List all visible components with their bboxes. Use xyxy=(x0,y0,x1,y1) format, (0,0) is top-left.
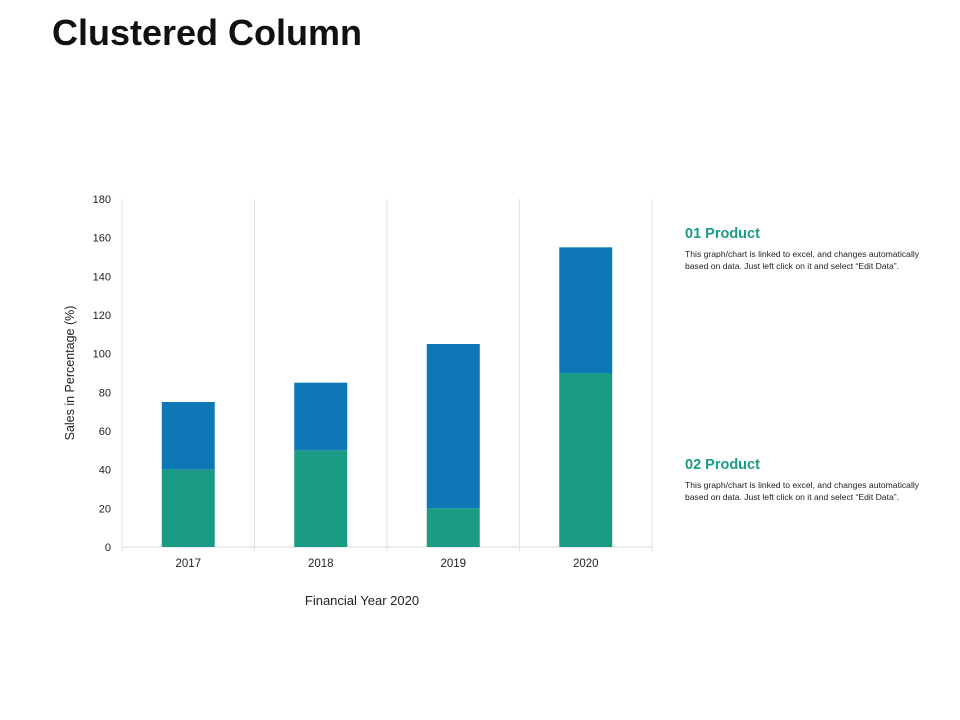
bar-series-1-2020 xyxy=(559,373,613,547)
y-tick-label: 20 xyxy=(99,503,111,515)
bar-series-2-2018 xyxy=(294,382,348,451)
y-tick-label: 60 xyxy=(99,426,111,438)
page-title: Clustered Column xyxy=(52,12,363,53)
legend-product-02: 02 Product This graph/chart is linked to… xyxy=(685,457,925,503)
y-axis-label: Sales in Percentage (%) xyxy=(63,306,77,441)
legend-text-product-01: This graph/chart is linked to excel, and… xyxy=(685,249,920,271)
y-tick-label: 120 xyxy=(93,310,111,322)
legend-text-product-02: This graph/chart is linked to excel, and… xyxy=(685,480,920,502)
y-tick-label: 180 xyxy=(93,194,111,206)
legend-product-01: 01 Product This graph/chart is linked to… xyxy=(685,226,925,272)
y-tick-label: 100 xyxy=(93,349,111,361)
bar-series-2-2020 xyxy=(559,247,613,373)
x-tick-label: 2017 xyxy=(175,558,201,570)
x-axis-label: Financial Year 2020 xyxy=(305,593,419,608)
legend-title-product-01: 01 Product xyxy=(685,226,760,242)
y-tick-label: 160 xyxy=(93,233,111,245)
bar-series-1-2017 xyxy=(161,469,215,547)
bar-series-2-2017 xyxy=(161,402,215,470)
x-tick-label: 2018 xyxy=(308,558,334,570)
x-tick-label: 2020 xyxy=(573,558,599,570)
bar-series-1-2018 xyxy=(294,450,348,547)
bar-series-2-2019 xyxy=(426,344,480,509)
chart-ticks: 0 20 40 60 80 100 120 140 160 180 2017 2018 2019 2020 xyxy=(93,194,599,570)
y-tick-label: 0 xyxy=(105,542,111,554)
legend-title-product-02: 02 Product xyxy=(685,457,760,473)
x-tick-label: 2019 xyxy=(440,558,466,570)
y-tick-label: 140 xyxy=(93,271,111,283)
y-tick-label: 80 xyxy=(99,387,111,399)
y-tick-label: 40 xyxy=(99,465,111,477)
bar-series-1-2019 xyxy=(426,508,480,547)
chart-bars xyxy=(161,247,613,547)
